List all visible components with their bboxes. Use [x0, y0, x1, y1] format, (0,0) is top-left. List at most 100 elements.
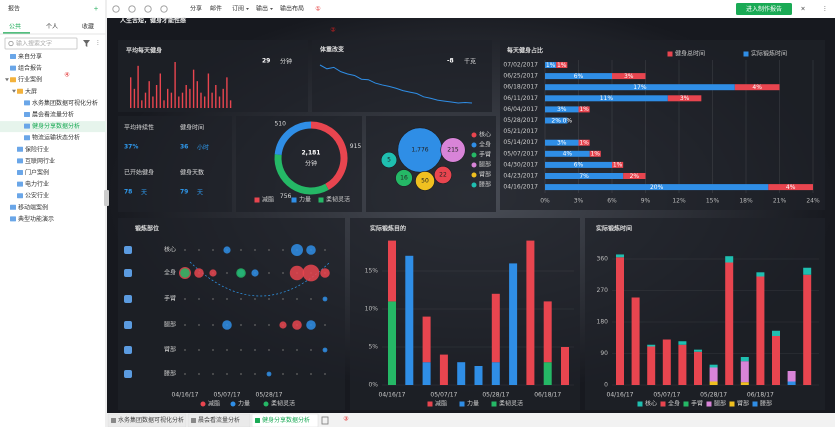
data-label: 3%: [557, 140, 567, 147]
bar: [192, 69, 195, 108]
tree-item[interactable]: 典型功能演示: [18, 215, 54, 223]
more-menu[interactable]: ⋮: [822, 6, 828, 13]
tree-item[interactable]: 组合报告: [18, 64, 42, 72]
tab-label[interactable]: 晨会看流量分析: [198, 416, 240, 424]
legend-swatch: [660, 401, 666, 407]
tree-item[interactable]: 水务集团数据可视化分析: [32, 99, 98, 107]
tree-item[interactable]: 行业案例: [18, 76, 42, 84]
bar: [215, 85, 217, 108]
grid-dot: [324, 324, 326, 326]
bar-segment: [545, 95, 668, 102]
x-tick-label: 9%: [641, 198, 651, 205]
bar-segment: [422, 316, 431, 363]
tree-item[interactable]: 健身分享数据分析: [32, 122, 80, 130]
tab-label[interactable]: 水务集团数据可视化分析: [118, 416, 184, 424]
tab-label[interactable]: 健身分享数据分析: [262, 416, 310, 424]
bar: [185, 85, 187, 108]
x-tick-label: 12%: [672, 198, 686, 205]
dot: [194, 268, 204, 278]
legend-label: 柔韧灵活: [499, 400, 523, 408]
data-label: 16: [400, 175, 408, 182]
bar-segment: [740, 382, 749, 385]
tree-item[interactable]: 物流运输状态分析: [32, 134, 80, 142]
grid-dot: [254, 298, 256, 300]
toolbar-item[interactable]: 输出: [256, 5, 268, 13]
sidebar-tab[interactable]: 收藏: [82, 23, 94, 31]
legend-swatch: [706, 401, 712, 407]
dot: [209, 269, 217, 277]
grid-dot: [184, 324, 186, 326]
primary-button[interactable]: [736, 3, 792, 15]
toolbar-icon[interactable]: [144, 5, 152, 13]
tree-item[interactable]: 大屏: [25, 87, 37, 95]
y-tick-label: 腿部: [164, 321, 176, 329]
tree-item[interactable]: 晨会看流量分析: [32, 111, 74, 119]
bar-segment: [545, 139, 579, 146]
tree-item[interactable]: 保险行业: [25, 145, 49, 153]
bar-segment: [545, 73, 612, 80]
grid-dot: [198, 349, 200, 351]
close-button[interactable]: ×: [800, 6, 805, 13]
legend-label: 臂部: [737, 400, 749, 408]
tree-item[interactable]: 互联网行业: [25, 157, 55, 165]
bar: [200, 92, 202, 108]
expand-arrow: [5, 78, 9, 82]
grid-dot: [240, 298, 242, 300]
dropdown-arrow: [270, 8, 273, 10]
dot: [279, 321, 287, 329]
tree-item[interactable]: 来自分享: [18, 53, 42, 61]
tree-item[interactable]: 公安行业: [25, 192, 49, 200]
new-tab-icon[interactable]: [321, 416, 329, 425]
tab[interactable]: [107, 413, 187, 427]
panel: [585, 218, 825, 410]
x-tick-label: 6%: [607, 198, 617, 205]
legend-label: 腰部: [479, 181, 491, 189]
tab[interactable]: [251, 413, 319, 427]
bar: [204, 96, 206, 108]
data-label: 4%: [563, 151, 573, 158]
toolbar-item[interactable]: 输出布局: [280, 5, 304, 13]
legend-swatch: [471, 162, 477, 168]
bar-segment: [803, 274, 812, 385]
bar-segment: [709, 364, 718, 368]
tree-item[interactable]: 移动端案例: [18, 203, 48, 211]
stat-label: 健身时间: [180, 124, 204, 132]
sidebar-tab[interactable]: 个人: [46, 24, 58, 31]
bar: [229, 100, 232, 108]
toolbar-icon[interactable]: [128, 5, 136, 13]
grid-dot: [268, 349, 270, 351]
x-tick-label: 04/16/17: [172, 392, 199, 399]
bar: [133, 88, 136, 108]
kpi-value: -8: [447, 58, 454, 65]
y-tick-label: 04/30/2017: [503, 161, 538, 168]
toolbar-item[interactable]: 订阅: [232, 5, 244, 13]
sidebar-tab[interactable]: 公共: [9, 23, 21, 31]
tab[interactable]: [187, 413, 251, 427]
toolbar-item[interactable]: 分享: [190, 5, 202, 13]
bar: [211, 92, 213, 108]
legend-swatch: [471, 172, 477, 178]
donut-segment: [310, 121, 348, 190]
primary-button-label[interactable]: 进入制作报告: [746, 5, 782, 13]
tree-item[interactable]: 门户案例: [25, 169, 49, 177]
search-box[interactable]: [4, 37, 78, 50]
toolbar-icon[interactable]: [160, 5, 168, 13]
legend-swatch: [427, 401, 433, 407]
filter-icon[interactable]: [83, 40, 90, 47]
toolbar-icon[interactable]: [112, 5, 120, 13]
tree-item[interactable]: 电力行业: [25, 180, 49, 188]
data-label: 4%: [752, 84, 762, 91]
y-tick-label: 360: [597, 256, 609, 263]
stat-value: 36: [180, 144, 188, 151]
toolbar-item[interactable]: 邮件: [210, 5, 222, 13]
bar-segment: [561, 347, 569, 385]
collapse-handle[interactable]: [104, 190, 109, 206]
annotation-marker: ①: [315, 6, 320, 13]
bar: [137, 65, 139, 108]
add-button[interactable]: +: [93, 6, 98, 13]
legend-swatch: [471, 132, 477, 138]
bar: [141, 100, 143, 108]
report-icon: [24, 135, 30, 141]
bar-segment: [616, 257, 624, 385]
x-tick-label: 04/16/17: [379, 392, 406, 399]
